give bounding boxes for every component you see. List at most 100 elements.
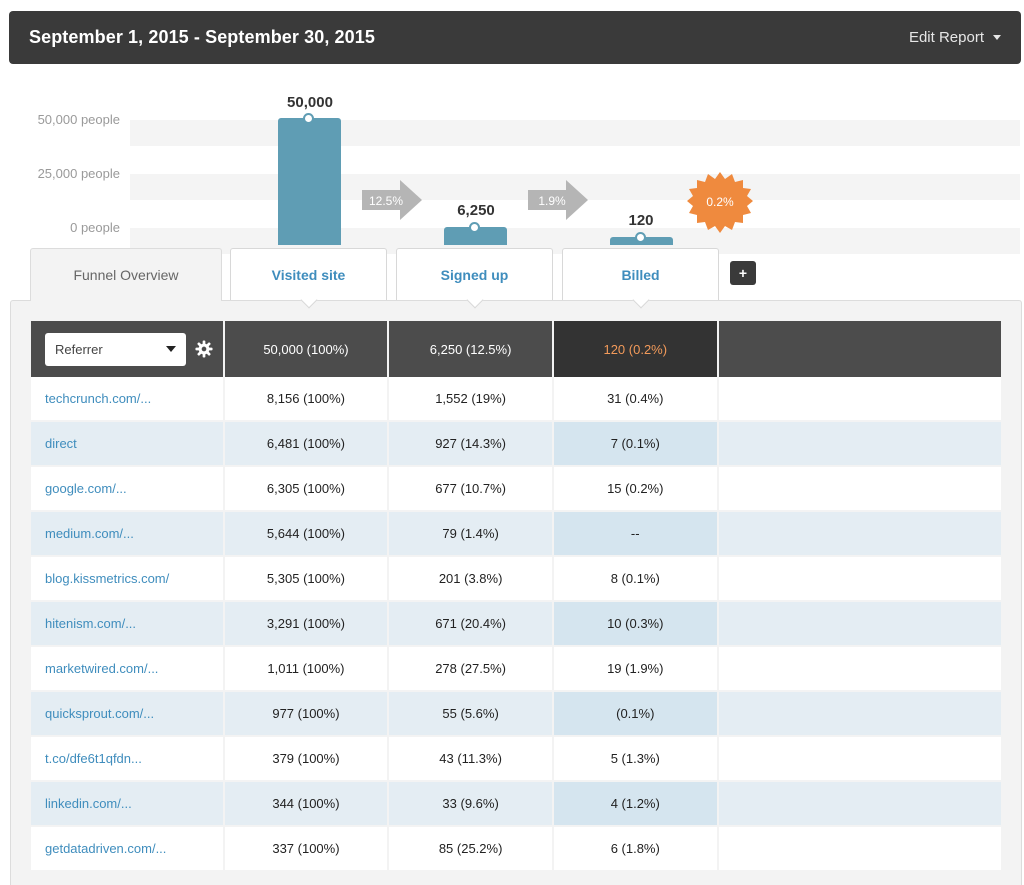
empty-cell [718, 827, 1001, 872]
billed-value: 19 (1.9%) [553, 647, 717, 692]
billed-value: 10 (0.3%) [553, 602, 717, 647]
add-step-button[interactable]: + [730, 261, 756, 285]
referrer-link[interactable]: marketwired.com/... [31, 647, 223, 692]
table-row: direct 6,481 (100%) 927 (14.3%) 7 (0.1%) [31, 422, 1001, 467]
empty-cell [718, 782, 1001, 827]
referrer-link[interactable]: t.co/dfe6t1qfdn... [31, 737, 223, 782]
table-row: medium.com/... 5,644 (100%) 79 (1.4%) -- [31, 512, 1001, 557]
funnel-chart: 50,000 people 25,000 people 0 people 50,… [0, 70, 1024, 254]
tab-visited-site[interactable]: Visited site [230, 248, 387, 309]
table-row: linkedin.com/... 344 (100%) 33 (9.6%) 4 (1.… [31, 782, 1001, 827]
table-row: getdatadriven.com/... 337 (100%) 85 (25.2%… [31, 827, 1001, 872]
tab-funnel-overview[interactable]: Funnel Overview [30, 248, 222, 301]
y-tick-label: 0 people [70, 220, 120, 235]
visited-site-value: 5,644 (100%) [224, 512, 388, 557]
tab-label: Funnel Overview [73, 267, 179, 283]
billed-value: 15 (0.2%) [553, 467, 717, 512]
edit-report-button[interactable]: Edit Report [909, 29, 1001, 46]
signed-up-value: 677 (10.7%) [389, 467, 552, 512]
signed-up-value: 278 (27.5%) [389, 647, 552, 692]
tab-label: Billed [621, 266, 660, 283]
billed-value: 6 (1.8%) [553, 827, 717, 872]
visited-site-value: 6,481 (100%) [224, 422, 388, 467]
bar-point [303, 113, 314, 124]
funnel-bar-visited[interactable] [278, 118, 341, 245]
bar-value-label: 50,000 [287, 94, 333, 111]
billed-value: (0.1%) [553, 692, 717, 737]
referrer-link[interactable]: hitenism.com/... [31, 602, 223, 647]
bar-point [469, 222, 480, 233]
referrer-link[interactable]: getdatadriven.com/... [31, 827, 223, 872]
y-tick-label: 25,000 people [37, 166, 120, 181]
header-empty-cell [718, 321, 1001, 377]
visited-site-value: 3,291 (100%) [224, 602, 388, 647]
visited-site-value: 6,305 (100%) [224, 467, 388, 512]
referrer-link[interactable]: blog.kissmetrics.com/ [31, 557, 223, 602]
table-row: t.co/dfe6t1qfdn... 379 (100%) 43 (11.3%) 5 … [31, 737, 1001, 782]
signed-up-value: 671 (20.4%) [389, 602, 552, 647]
empty-cell [718, 737, 1001, 782]
billed-value: 5 (1.3%) [553, 737, 717, 782]
table-body: techcrunch.com/... 8,156 (100%) 1,552 (19%… [31, 377, 1001, 872]
total-visited-site: 50,000 (100%) [224, 321, 388, 377]
visited-site-value: 5,305 (100%) [224, 557, 388, 602]
tab-billed[interactable]: Billed [562, 248, 719, 309]
plus-icon: + [738, 265, 748, 281]
empty-cell [718, 377, 1001, 422]
signed-up-value: 927 (14.3%) [389, 422, 552, 467]
overall-conversion-badge: 0.2% [687, 172, 753, 233]
bar-value-label: 6,250 [457, 202, 495, 219]
group-by-cell: Referrer [31, 321, 223, 377]
gear-icon[interactable] [195, 340, 213, 358]
table-row: hitenism.com/... 3,291 (100%) 671 (20.4%) 1… [31, 602, 1001, 647]
signed-up-value: 33 (9.6%) [389, 782, 552, 827]
billed-value: -- [553, 512, 717, 557]
tab-signed-up[interactable]: Signed up [396, 248, 553, 309]
conversion-arrow-icon: 1.9% [528, 180, 588, 220]
referrer-link[interactable]: direct [31, 422, 223, 467]
table-row: google.com/... 6,305 (100%) 677 (10.7%) 15 … [31, 467, 1001, 512]
referrer-link[interactable]: medium.com/... [31, 512, 223, 557]
billed-value: 4 (1.2%) [553, 782, 717, 827]
funnel-bar-signed-up[interactable] [444, 227, 507, 245]
empty-cell [718, 692, 1001, 737]
group-by-value: Referrer [55, 341, 103, 357]
billed-value: 7 (0.1%) [553, 422, 717, 467]
dropdown-arrow-icon [166, 346, 176, 352]
tab-label: Visited site [271, 266, 346, 283]
referrer-link[interactable]: linkedin.com/... [31, 782, 223, 827]
total-billed: 120 (0.2%) [553, 321, 717, 377]
bar-value-label: 120 [628, 212, 654, 229]
referrer-table: Referrer 50,000 (100%) 6,250 (1 [31, 321, 1001, 872]
group-by-select[interactable]: Referrer [45, 332, 186, 366]
empty-cell [718, 467, 1001, 512]
tab-label: Signed up [440, 266, 509, 283]
visited-site-value: 344 (100%) [224, 782, 388, 827]
date-range-title: September 1, 2015 - September 30, 2015 [29, 27, 375, 47]
conversion-rate-1: 12.5% [369, 194, 403, 208]
empty-cell [718, 422, 1001, 467]
signed-up-value: 1,552 (19%) [389, 377, 552, 422]
signed-up-value: 79 (1.4%) [389, 512, 552, 557]
visited-site-value: 977 (100%) [224, 692, 388, 737]
table-header-row: Referrer 50,000 (100%) 6,250 (1 [31, 321, 1001, 377]
caret-down-icon [993, 35, 1001, 40]
table-row: marketwired.com/... 1,011 (100%) 278 (27.5… [31, 647, 1001, 692]
signed-up-value: 55 (5.6%) [389, 692, 552, 737]
visited-site-value: 379 (100%) [224, 737, 388, 782]
referrer-link[interactable]: techcrunch.com/... [31, 377, 223, 422]
billed-value: 31 (0.4%) [553, 377, 717, 422]
visited-site-value: 1,011 (100%) [224, 647, 388, 692]
report-header: September 1, 2015 - September 30, 2015 E… [9, 11, 1021, 64]
signed-up-value: 43 (11.3%) [389, 737, 552, 782]
visited-site-value: 337 (100%) [224, 827, 388, 872]
total-signed-up: 6,250 (12.5%) [389, 321, 552, 377]
chart-band [130, 120, 1020, 146]
referrer-link[interactable]: quicksprout.com/... [31, 692, 223, 737]
visited-site-value: 8,156 (100%) [224, 377, 388, 422]
billed-value: 8 (0.1%) [553, 557, 717, 602]
y-tick-label: 50,000 people [37, 112, 120, 127]
referrer-link[interactable]: google.com/... [31, 467, 223, 512]
signed-up-value: 201 (3.8%) [389, 557, 552, 602]
conversion-rate-2: 1.9% [538, 194, 566, 208]
